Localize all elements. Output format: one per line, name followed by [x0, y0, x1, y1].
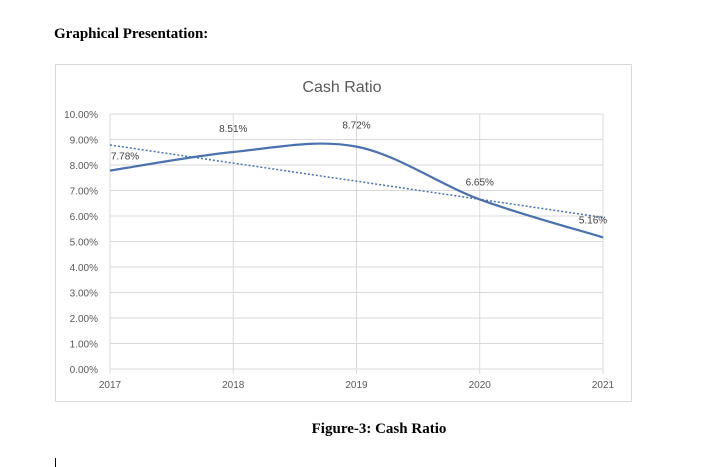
y-tick-label: 3.00%: [70, 289, 98, 300]
data-label: 8.51%: [219, 124, 247, 135]
data-label: 5.16%: [579, 215, 607, 226]
y-tick-label: 7.00%: [70, 187, 98, 198]
y-tick-label: 1.00%: [70, 340, 98, 351]
trendline: [109, 144, 604, 219]
y-tick-label: 8.00%: [70, 161, 98, 172]
x-tick-label: 2021: [592, 380, 615, 391]
y-tick-label: 10.00%: [64, 110, 98, 121]
y-tick-label: 2.00%: [70, 314, 98, 325]
x-tick-label: 2020: [469, 380, 492, 391]
data-label: 6.65%: [466, 177, 494, 188]
figure-caption: Figure-3: Cash Ratio: [311, 421, 447, 437]
x-tick-label: 2019: [345, 380, 368, 391]
section-heading: Graphical Presentation:: [54, 26, 209, 42]
x-tick-label: 2018: [222, 380, 245, 391]
y-tick-label: 5.00%: [70, 238, 98, 249]
y-tick-label: 0.00%: [70, 365, 98, 376]
y-tick-label: 6.00%: [70, 212, 98, 223]
data-label: 8.72%: [342, 121, 370, 132]
y-tick-label: 9.00%: [70, 136, 98, 147]
x-tick-label: 2017: [99, 380, 122, 391]
chart-title: Cash Ratio: [302, 79, 381, 96]
data-label: 7.78%: [111, 152, 139, 163]
y-tick-label: 4.00%: [70, 263, 98, 274]
chart-frame: [55, 64, 632, 402]
series-line: [109, 142, 604, 239]
text-cursor: [55, 458, 56, 467]
